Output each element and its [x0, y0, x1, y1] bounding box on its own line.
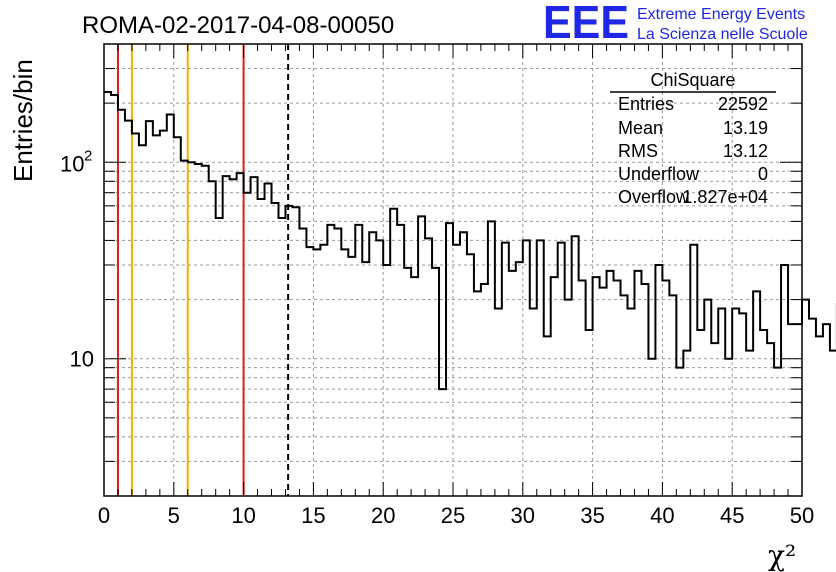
y-tick-exponent: 2 — [84, 147, 92, 164]
eee-logo: EEE — [543, 0, 629, 48]
x-tick-labels: 0 5 10 15 20 25 30 35 40 45 50 — [98, 503, 814, 528]
y-axis-title: Entries/bin — [8, 59, 38, 182]
x-axis-title: χ² — [768, 539, 796, 572]
stats-label-overflow: Overflow — [618, 187, 690, 207]
y-tick-label: 10 — [70, 347, 94, 372]
logo-tagline-2: La Scienza nelle Scuole — [637, 26, 808, 43]
x-tick-label: 5 — [168, 503, 180, 528]
logo-tagline-1: Extreme Energy Events — [637, 6, 805, 23]
y-tick-label: 10 — [60, 151, 84, 176]
stats-title: ChiSquare — [650, 70, 735, 90]
stats-value-overflow: 1.827e+04 — [682, 187, 768, 207]
x-tick-label: 25 — [441, 503, 465, 528]
x-tick-label: 45 — [720, 503, 744, 528]
x-tick-label: 50 — [790, 503, 814, 528]
x-tick-label: 15 — [301, 503, 325, 528]
stats-label-rms: RMS — [618, 141, 658, 161]
stats-label-mean: Mean — [618, 118, 663, 138]
axis-ticks — [103, 43, 803, 497]
x-tick-label: 30 — [511, 503, 535, 528]
stats-value-mean: 13.19 — [723, 118, 768, 138]
x-tick-label: 40 — [650, 503, 674, 528]
stats-value-underflow: 0 — [758, 164, 768, 184]
stats-box: ChiSquare Entries 22592 Mean 13.19 RMS 1… — [610, 70, 776, 207]
histogram-series — [104, 90, 836, 391]
stats-label-underflow: Underflow — [618, 164, 700, 184]
x-tick-label: 10 — [231, 503, 255, 528]
stats-label-entries: Entries — [618, 94, 674, 114]
x-tick-label: 35 — [580, 503, 604, 528]
x-tick-label: 0 — [98, 503, 110, 528]
reference-lines — [116, 44, 290, 496]
stats-value-rms: 13.12 — [723, 141, 768, 161]
stats-value-entries: 22592 — [718, 94, 768, 114]
run-title: ROMA-02-2017-04-08-00050 — [82, 12, 394, 39]
x-tick-label: 20 — [371, 503, 395, 528]
